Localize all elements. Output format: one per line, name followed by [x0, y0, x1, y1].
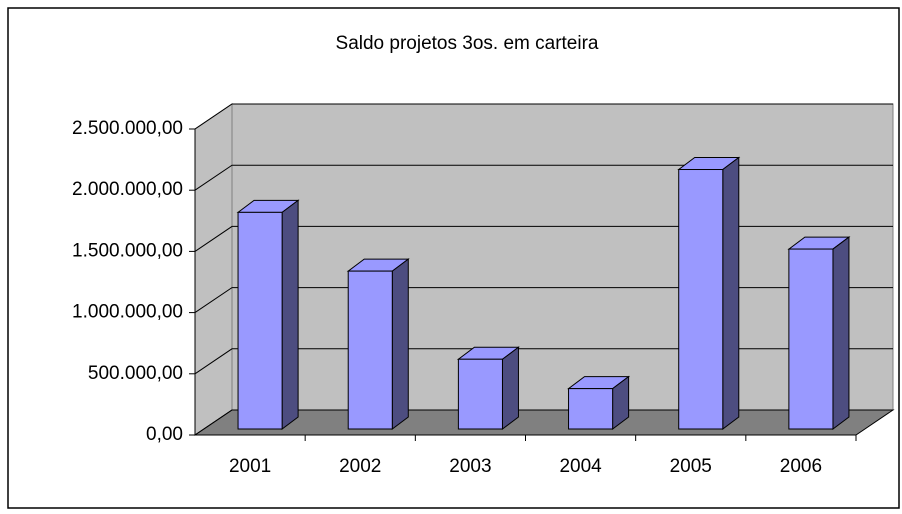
- bar: [347, 270, 393, 430]
- bar-side: [281, 199, 299, 430]
- x-tick-label: 2003: [449, 456, 491, 477]
- chart-title: Saldo projetos 3os. em carteira: [336, 33, 599, 54]
- grid-line: [194, 348, 893, 375]
- bar-side: [391, 258, 409, 430]
- floor: [193, 409, 895, 436]
- y-tick-label: 1.000.000,00: [72, 302, 183, 323]
- bar: [237, 211, 283, 430]
- grid-line: [194, 225, 893, 252]
- y-tick-label: 2.500.000,00: [72, 118, 183, 139]
- y-tick-label: 1.500.000,00: [72, 240, 183, 261]
- bar: [678, 169, 724, 430]
- grid-line: [194, 164, 893, 191]
- y-tick-label: 2.000.000,00: [72, 179, 183, 200]
- bar-side: [832, 236, 850, 430]
- x-tick-label: 2005: [670, 456, 712, 477]
- bar: [788, 248, 834, 430]
- bar-side: [501, 346, 519, 430]
- bar: [568, 388, 614, 430]
- grid-line: [194, 287, 893, 314]
- bar-side: [722, 156, 740, 430]
- grid-line: [194, 409, 893, 436]
- y-tick-label: 500.000,00: [88, 363, 183, 384]
- x-tick-label: 2002: [339, 456, 381, 477]
- x-tick-label: 2006: [780, 456, 822, 477]
- x-tick-label: 2004: [559, 456, 602, 477]
- x-tick-label: 2001: [229, 456, 271, 477]
- side-wall: [194, 103, 233, 436]
- y-tick-label: 0,00: [146, 424, 183, 445]
- bar: [457, 358, 503, 430]
- grid-line: [194, 103, 893, 130]
